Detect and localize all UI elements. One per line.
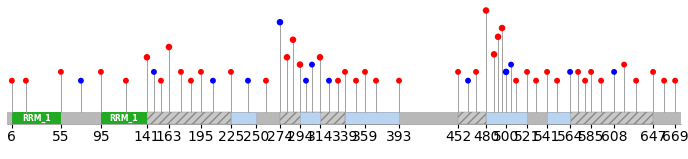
- Point: [21, 79, 32, 82]
- Point: [596, 79, 607, 82]
- Point: [565, 71, 576, 73]
- Point: [339, 71, 350, 73]
- Point: [175, 71, 186, 73]
- Point: [506, 63, 517, 66]
- Point: [186, 79, 197, 82]
- Point: [155, 79, 166, 82]
- Bar: [570, 112, 653, 124]
- Bar: [256, 112, 280, 124]
- Point: [261, 79, 272, 82]
- Point: [609, 71, 620, 73]
- Point: [288, 38, 299, 41]
- Point: [510, 79, 522, 82]
- Bar: [101, 112, 147, 124]
- Point: [332, 79, 343, 82]
- Bar: [486, 112, 527, 124]
- Point: [360, 71, 371, 73]
- Bar: [61, 112, 101, 124]
- Bar: [345, 112, 399, 124]
- Point: [453, 71, 464, 73]
- Bar: [7, 112, 681, 124]
- Point: [471, 71, 482, 73]
- Point: [493, 35, 504, 38]
- Bar: [300, 112, 320, 124]
- Point: [6, 79, 17, 82]
- Point: [275, 21, 286, 24]
- Point: [96, 71, 107, 73]
- Point: [301, 79, 312, 82]
- Text: RRM_1: RRM_1: [109, 113, 138, 123]
- Point: [195, 71, 206, 73]
- Point: [56, 71, 67, 73]
- Bar: [12, 112, 61, 124]
- Point: [619, 63, 630, 66]
- Point: [579, 79, 590, 82]
- Point: [480, 9, 491, 12]
- Point: [164, 46, 175, 48]
- Point: [658, 79, 669, 82]
- Bar: [653, 112, 675, 124]
- Point: [294, 63, 305, 66]
- Point: [226, 71, 237, 73]
- Point: [462, 79, 473, 82]
- Point: [371, 79, 382, 82]
- Point: [585, 71, 596, 73]
- Point: [394, 79, 405, 82]
- Point: [522, 71, 533, 73]
- Point: [76, 79, 87, 82]
- Point: [541, 71, 552, 73]
- Bar: [399, 112, 458, 124]
- Point: [631, 79, 642, 82]
- Point: [647, 71, 658, 73]
- Point: [497, 27, 508, 29]
- Bar: [231, 112, 256, 124]
- Bar: [147, 112, 231, 124]
- Point: [208, 79, 219, 82]
- Point: [306, 63, 317, 66]
- Bar: [280, 112, 345, 124]
- Point: [149, 71, 160, 73]
- Bar: [458, 112, 486, 124]
- Point: [530, 79, 541, 82]
- Bar: [527, 112, 547, 124]
- Point: [281, 56, 292, 59]
- Point: [323, 79, 334, 82]
- Point: [314, 56, 325, 59]
- Point: [242, 79, 253, 82]
- Point: [572, 71, 583, 73]
- Point: [501, 71, 512, 73]
- Point: [488, 53, 499, 56]
- Point: [142, 56, 153, 59]
- Point: [552, 79, 563, 82]
- Bar: [547, 112, 570, 124]
- Point: [120, 79, 131, 82]
- Text: RRM_1: RRM_1: [22, 113, 51, 123]
- Point: [350, 79, 361, 82]
- Point: [669, 79, 680, 82]
